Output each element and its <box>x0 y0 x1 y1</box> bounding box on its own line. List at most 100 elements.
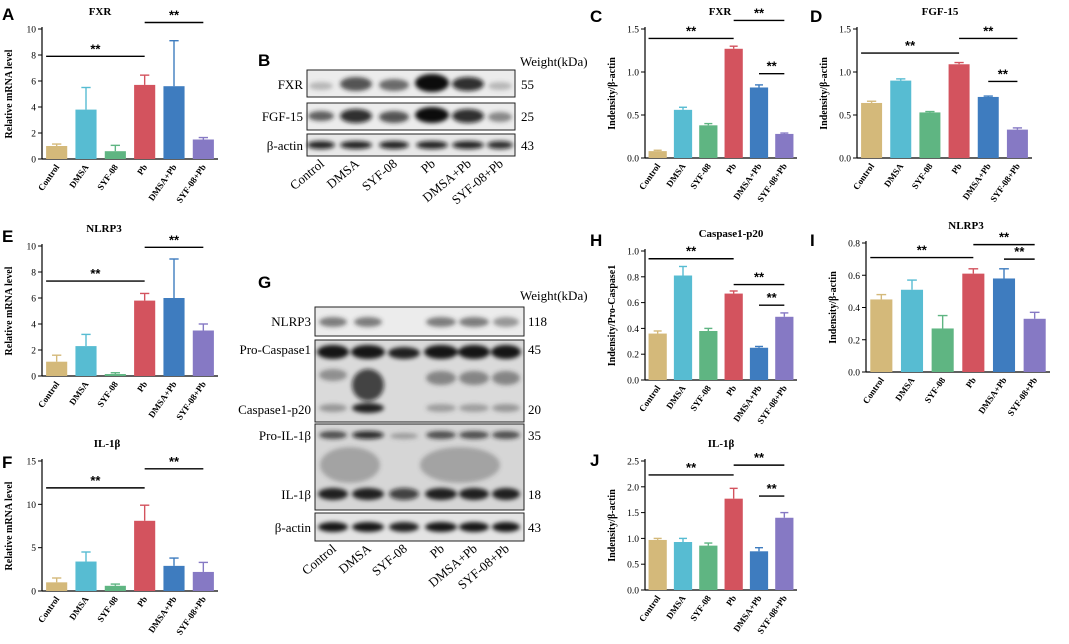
significance-label: ** <box>1014 244 1025 259</box>
bar <box>861 102 883 158</box>
bar <box>1006 129 1028 158</box>
x-tick-label: Pb <box>964 375 978 389</box>
bar <box>46 582 68 591</box>
y-tick-label: 10 <box>27 501 37 511</box>
chart-D: D FGF-15 Indensity/β-actin 0.0 0.5 1.0 1.5 Cont… <box>810 6 1032 204</box>
blot-G-row-label: β-actin <box>275 520 312 535</box>
x-tick-label: SYF-08 <box>95 594 120 624</box>
bar <box>699 545 718 590</box>
chart-title: FXR <box>89 6 113 18</box>
y-tick-label: 10 <box>27 243 37 253</box>
y-tick-label: 0.8 <box>848 240 860 250</box>
panel-label-E: E <box>2 227 13 246</box>
x-tick-label: SYF-08 <box>922 375 947 405</box>
panel-label-I: I <box>810 231 815 250</box>
x-tick-label: DMSA <box>67 162 91 190</box>
y-tick-label: 8 <box>31 269 36 279</box>
blot-G: G Weight(kDa) <box>238 273 587 592</box>
panel-label-G: G <box>258 273 271 292</box>
blot-G-lane-label: Pb <box>427 541 447 561</box>
y-tick-label: 0.8 <box>627 273 639 283</box>
significance-label: ** <box>905 38 916 53</box>
blot-B-weight-label: 43 <box>521 138 534 153</box>
y-tick-label: 4 <box>31 104 36 114</box>
blot-B-lane-label: SYF-08 <box>359 156 400 194</box>
chart-title: IL-1β <box>94 438 121 450</box>
panel-label-F: F <box>2 453 12 472</box>
panel-label-A: A <box>2 5 14 24</box>
significance-label: ** <box>686 460 697 475</box>
bar <box>192 571 214 591</box>
bar <box>931 328 954 372</box>
blot-B-weight-label: 25 <box>521 109 534 124</box>
x-tick-label: Pb <box>724 593 738 607</box>
blot-G-weight-label: 20 <box>528 402 541 417</box>
bar <box>673 542 693 590</box>
y-tick-label: 1.0 <box>627 248 639 258</box>
x-tick-label: SYF-08 <box>95 162 120 192</box>
significance-label: ** <box>998 66 1009 81</box>
x-tick-label: Pb <box>135 379 149 393</box>
significance-label: ** <box>169 8 180 23</box>
panel-label-J: J <box>590 451 599 470</box>
bar <box>890 80 912 158</box>
significance-label: ** <box>169 454 180 469</box>
x-tick-label: Control <box>851 161 877 192</box>
bar <box>724 498 743 590</box>
y-tick-label: 0.0 <box>839 155 851 165</box>
chart-title: IL-1β <box>708 438 735 450</box>
significance-label: ** <box>767 290 778 305</box>
y-tick-label: 0.0 <box>627 155 639 165</box>
y-axis-label: Relative mRNA level <box>4 481 15 570</box>
blot-B-weight-label: 55 <box>521 77 534 92</box>
bar <box>104 374 126 376</box>
bar <box>749 87 769 158</box>
y-tick-label: 5 <box>31 544 36 554</box>
x-tick-label: DMSA+Pb <box>961 161 993 201</box>
blot-G-weight-label: 35 <box>528 428 541 443</box>
panel-label-B: B <box>258 51 270 70</box>
blot-B-row-label: β-actin <box>267 138 304 153</box>
significance-label: ** <box>686 244 697 259</box>
bar <box>648 151 667 158</box>
y-tick-label: 0.2 <box>848 336 860 346</box>
significance-label: ** <box>767 59 778 74</box>
bar <box>992 278 1016 372</box>
chart-title: Caspase1-p20 <box>699 228 764 240</box>
chart-H: H Caspase1-p20 Indensity/Pro-Caspase1 0.0 0.… <box>590 228 797 426</box>
y-tick-label: 2.0 <box>627 483 639 493</box>
blot-B-lane-label: Control <box>287 156 327 193</box>
y-tick-label: 1.5 <box>627 26 639 36</box>
y-tick-label: 0.2 <box>627 351 639 361</box>
y-tick-label: 0.5 <box>627 561 639 571</box>
blot-G-row-label: Pro-IL-1β <box>259 428 311 443</box>
y-tick-label: 15 <box>27 458 37 468</box>
significance-label: ** <box>169 232 180 247</box>
y-axis-label: Indensity/β-actin <box>819 57 830 130</box>
x-tick-label: DMSA+Pb <box>146 594 178 634</box>
x-tick-label: Control <box>637 383 663 414</box>
bar <box>749 347 769 380</box>
bar <box>977 96 999 158</box>
y-tick-label: 4 <box>31 321 36 331</box>
blot-G-strip-actin <box>314 512 525 542</box>
x-tick-label: Control <box>36 162 62 193</box>
blot-B-row-label: FGF-15 <box>262 109 303 124</box>
significance-label: ** <box>754 270 765 285</box>
significance-label: ** <box>90 266 101 281</box>
blot-G-weight-header: Weight(kDa) <box>520 288 588 303</box>
y-tick-label: 0.4 <box>848 304 860 314</box>
bar <box>673 109 693 158</box>
bar <box>775 316 794 380</box>
blot-B-row-label: FXR <box>278 77 304 92</box>
x-tick-label: Control <box>36 379 62 410</box>
y-tick-label: 0 <box>31 588 36 598</box>
y-axis-label: Relative mRNA level <box>4 266 15 355</box>
x-tick-label: SYF-08+Pb <box>174 162 208 204</box>
bar <box>104 585 126 591</box>
blot-G-weight-label: 18 <box>528 487 541 502</box>
chart-title: FGF-15 <box>922 6 959 18</box>
